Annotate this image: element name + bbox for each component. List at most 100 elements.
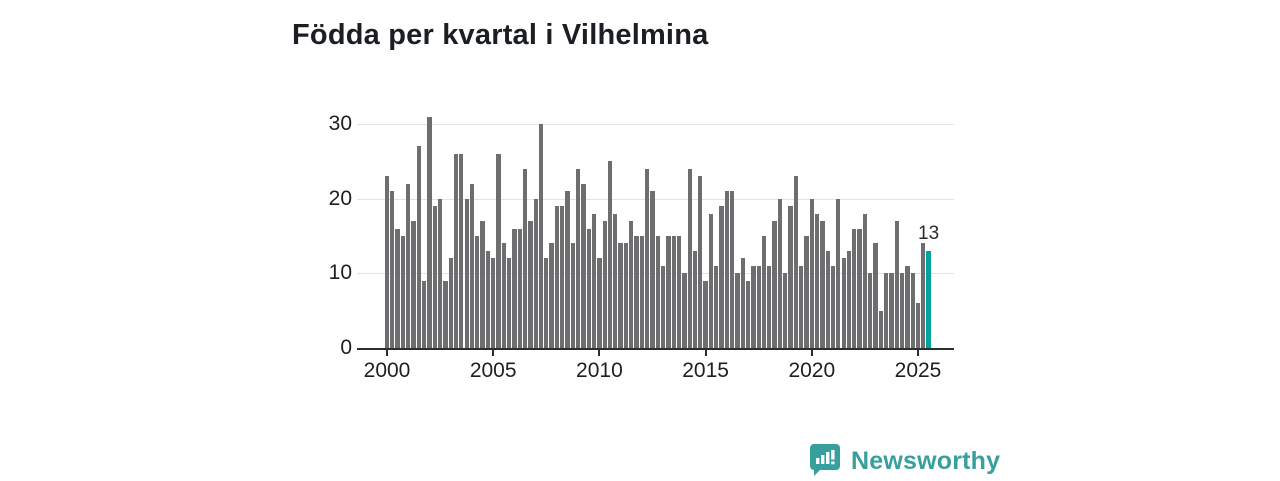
quarter-bar-2002q2 [432,206,437,348]
quarter-bar-2012q3 [650,191,655,348]
quarter-bar-2004q1 [469,183,475,348]
quarter-bar-2000q1 [384,176,390,348]
quarter-bar-2023q3 [883,273,889,348]
y-tick-label-20: 20 [328,186,352,210]
x-tick-label-2020: 2020 [788,359,836,382]
quarter-bar-2013q4 [676,236,682,348]
quarter-bar-2015q2 [708,213,714,348]
quarter-bar-2005q3 [501,243,506,348]
gridline-10 [357,273,954,275]
chart-plot-area [357,107,954,348]
quarter-bar-2007q2 [538,124,544,348]
x-tick-label-2000: 2000 [363,359,411,382]
quarter-bar-2011q3 [629,221,634,348]
quarter-bar-2016q2 [730,191,735,348]
quarter-bar-2024q2 [899,273,905,348]
quarter-bar-2009q1 [576,168,581,348]
x-tick-mark-2005 [492,350,495,356]
quarter-bar-2017q1 [745,280,751,348]
quarter-bar-2003q1 [448,258,453,348]
quarter-bar-2021q2 [836,198,841,348]
newsworthy-logo: Newsworthy [808,442,1001,481]
quarter-bar-2018q4 [783,273,788,348]
quarter-bar-2020q3 [820,221,825,348]
y-tick-label-0: 0 [340,336,352,359]
quarter-bar-2015q1 [703,280,708,348]
quarter-bar-2022q4 [868,273,873,348]
quarter-bar-2005q1 [491,258,496,348]
quarter-bar-2024q1 [894,221,899,348]
x-axis-line [357,348,954,350]
quarter-bar-2001q2 [411,221,416,348]
quarter-bar-2006q1 [512,228,517,348]
x-tick-label-2025: 2025 [894,359,942,382]
quarter-bar-2019q1 [788,206,793,348]
quarter-bar-2014q4 [698,176,703,348]
x-tick-label-2010: 2010 [576,359,623,382]
quarter-bar-2006q3 [522,168,528,348]
quarter-bar-2002q3 [437,198,443,348]
quarter-bar-2005q4 [506,258,512,348]
quarter-bar-2016q4 [740,258,745,348]
quarter-bar-2023q2 [878,310,883,348]
quarter-bar-2009q3 [586,228,591,348]
quarter-bar-2020q4 [825,250,830,348]
quarter-bar-2022q3 [862,213,868,348]
quarter-bar-2017q2 [751,265,756,348]
quarter-bar-2011q2 [623,243,629,348]
quarter-bar-2025q3 [926,250,931,348]
y-tick-label-30: 30 [328,111,352,135]
quarter-bar-2000q2 [390,191,395,348]
quarter-bar-2020q1 [809,198,814,348]
quarter-bar-2022q2 [857,228,862,348]
quarter-bar-2023q1 [873,243,878,348]
quarter-bar-2005q2 [496,153,501,348]
quarter-bar-2010q2 [602,221,607,348]
quarter-bar-2007q3 [544,258,549,348]
quarter-bar-2015q3 [714,265,719,348]
quarter-bar-2018q3 [777,198,783,348]
quarter-bar-2019q3 [799,265,804,348]
newsworthy-chart-bubble-icon [808,442,842,481]
y-tick-label-10: 10 [328,261,352,285]
quarter-bar-2016q1 [724,191,729,348]
quarter-bar-2002q1 [427,116,432,348]
gridline-20 [357,198,954,200]
quarter-bar-2003q4 [464,198,469,348]
quarter-bar-2001q4 [422,280,427,348]
quarter-bar-2008q1 [554,206,560,348]
quarter-bar-2001q3 [416,146,421,348]
x-tick-mark-2010 [598,350,601,356]
quarter-bar-2010q1 [597,258,602,348]
quarter-bar-2002q4 [443,280,448,348]
quarter-bar-2006q4 [528,221,533,348]
quarter-bar-2025q1 [915,303,921,348]
quarter-bar-2013q3 [671,236,676,348]
quarter-bar-2021q3 [841,258,846,348]
quarter-bar-2018q1 [767,265,772,348]
quarter-bar-2010q4 [613,213,618,348]
quarter-bar-2017q3 [756,265,761,348]
quarter-bar-2004q2 [475,236,480,348]
quarter-bar-2012q2 [645,168,650,348]
x-tick-mark-2015 [704,350,707,356]
newsworthy-wordmark: Newsworthy [851,446,1001,475]
quarter-bar-2004q3 [480,221,485,348]
x-tick-mark-2025 [917,350,919,356]
quarter-bar-2011q4 [634,236,639,348]
quarter-bar-2017q4 [761,236,767,348]
quarter-bar-2001q1 [406,183,411,348]
quarter-bar-2016q3 [735,273,740,348]
quarter-bar-2008q4 [570,243,575,348]
quarter-bar-2012q1 [639,236,645,348]
quarter-bar-2021q1 [830,265,836,348]
quarter-bar-2024q3 [905,265,910,348]
quarter-bar-2013q2 [666,236,671,348]
quarter-bar-2010q3 [607,161,613,348]
quarter-bar-2013q1 [660,265,666,348]
quarter-bar-2007q4 [549,243,554,348]
quarter-bar-2008q2 [560,206,565,348]
quarter-bar-2006q2 [517,228,522,348]
quarter-bar-2019q2 [793,176,799,348]
x-tick-mark-2020 [810,350,813,356]
